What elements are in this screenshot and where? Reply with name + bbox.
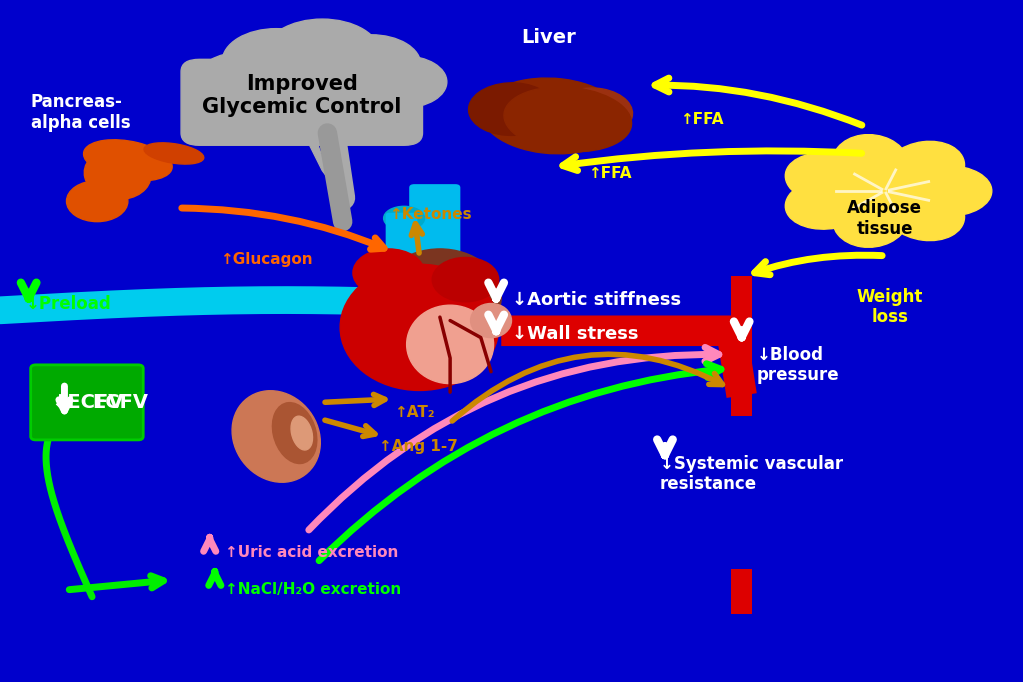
Ellipse shape [379, 249, 501, 344]
Circle shape [841, 162, 929, 220]
Ellipse shape [432, 257, 499, 301]
Text: ↓Systemic vascular
resistance: ↓Systemic vascular resistance [660, 455, 843, 493]
Ellipse shape [406, 306, 494, 383]
Ellipse shape [904, 166, 992, 216]
Bar [731, 276, 752, 416]
Ellipse shape [884, 141, 965, 196]
Ellipse shape [361, 56, 447, 108]
Text: ↓Aortic stiffness: ↓Aortic stiffness [512, 291, 680, 309]
Ellipse shape [884, 186, 965, 241]
Ellipse shape [84, 149, 151, 199]
Text: Adipose
tissue: Adipose tissue [847, 199, 923, 237]
Text: ↑Glucagon: ↑Glucagon [220, 252, 313, 267]
Ellipse shape [370, 303, 397, 317]
Ellipse shape [292, 416, 312, 450]
Ellipse shape [471, 303, 512, 338]
Ellipse shape [353, 249, 425, 297]
Ellipse shape [370, 306, 382, 329]
Ellipse shape [363, 306, 375, 329]
Ellipse shape [481, 78, 624, 154]
Text: Pancreas-
alpha cells: Pancreas- alpha cells [31, 93, 130, 132]
Ellipse shape [833, 190, 909, 248]
Ellipse shape [264, 19, 381, 90]
Ellipse shape [554, 88, 632, 137]
Text: ↑Ketones: ↑Ketones [389, 207, 472, 222]
Polygon shape [302, 130, 353, 198]
Text: ↑Ang 1-7: ↑Ang 1-7 [379, 439, 457, 454]
Bar [731, 569, 752, 614]
Ellipse shape [786, 177, 871, 229]
Ellipse shape [384, 206, 425, 230]
Ellipse shape [232, 391, 320, 482]
Ellipse shape [66, 181, 128, 222]
Ellipse shape [322, 35, 420, 95]
FancyBboxPatch shape [386, 213, 417, 258]
Ellipse shape [376, 306, 389, 329]
Text: Liver: Liver [522, 28, 577, 47]
Ellipse shape [357, 306, 369, 329]
FancyBboxPatch shape [181, 59, 422, 145]
FancyBboxPatch shape [409, 184, 460, 266]
Ellipse shape [84, 140, 172, 181]
Text: Weight
loss: Weight loss [857, 288, 923, 326]
Text: ECFV: ECFV [92, 393, 148, 412]
Text: ↓ECFV: ↓ECFV [51, 393, 123, 412]
Ellipse shape [504, 87, 631, 152]
Text: ↑FFA: ↑FFA [588, 166, 632, 181]
Text: ↑Uric acid excretion: ↑Uric acid excretion [225, 545, 398, 560]
Ellipse shape [786, 153, 871, 205]
Ellipse shape [833, 134, 909, 192]
Text: ↑NaCl/H₂O excretion: ↑NaCl/H₂O excretion [225, 582, 401, 597]
Text: ↓Preload: ↓Preload [26, 295, 112, 312]
Ellipse shape [383, 306, 395, 329]
Ellipse shape [340, 265, 499, 390]
Text: ↓Blood
pressure: ↓Blood pressure [757, 346, 840, 384]
Ellipse shape [222, 29, 330, 94]
Text: ↓Wall stress: ↓Wall stress [512, 325, 638, 343]
Ellipse shape [272, 402, 317, 464]
Ellipse shape [469, 83, 554, 136]
FancyBboxPatch shape [31, 365, 143, 440]
Ellipse shape [144, 143, 204, 164]
Text: ↑FFA: ↑FFA [680, 112, 724, 127]
Text: Improved
Glycemic Control: Improved Glycemic Control [203, 74, 401, 117]
Text: ↑AT₂: ↑AT₂ [394, 405, 435, 420]
Ellipse shape [197, 53, 283, 104]
